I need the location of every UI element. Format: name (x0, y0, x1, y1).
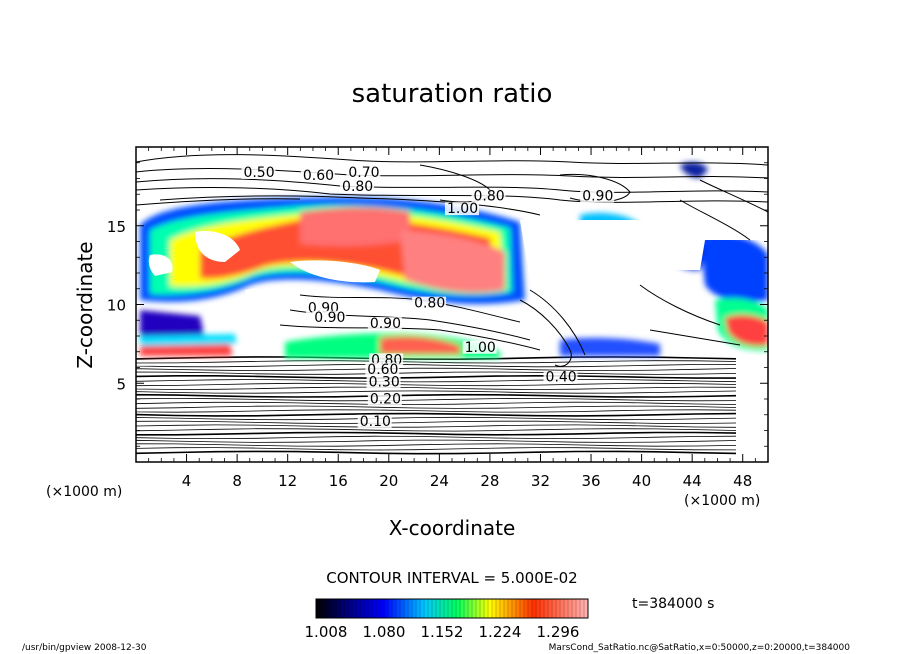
colorbar-tick-label: 1.008 (305, 623, 348, 641)
contour-label: 0.70 (346, 165, 381, 181)
chart-title: saturation ratio (352, 79, 553, 109)
x-tick-label: 24 (430, 472, 449, 490)
contour-label: 0.80 (340, 179, 375, 195)
x-axis-ticks: 4 8 12 16 20 24 28 32 36 40 44 48 (148, 147, 756, 490)
contour-label: 0.90 (312, 310, 347, 326)
y-tick-label: 15 (107, 218, 126, 236)
lower-contour-lines (136, 356, 737, 455)
x-tick-label: 28 (480, 472, 499, 490)
svg-text:0.30: 0.30 (369, 374, 400, 390)
x-tick-label: 36 (581, 472, 600, 490)
contour-interval-label: CONTOUR INTERVAL = 5.000E-02 (326, 569, 577, 587)
svg-text:0.80: 0.80 (342, 179, 373, 195)
contour-label: 0.80 (412, 296, 447, 312)
svg-text:0.60: 0.60 (367, 362, 398, 378)
svg-text:0.40: 0.40 (546, 370, 577, 386)
contour-label: 0.10 (357, 414, 392, 430)
contour-label: 0.40 (543, 370, 578, 386)
contour-labels: 0.50 0.60 0.700.800.801.000.900.900.90 0.90… (241, 165, 615, 430)
svg-text:0.90: 0.90 (582, 189, 613, 205)
x-tick-label: 4 (182, 472, 192, 490)
footer-right: MarsCond_SatRatio.nc@SatRatio,x=0:50000,… (549, 643, 851, 653)
colorbar: 1.008 1.080 1.152 1.224 1.296 (305, 598, 589, 641)
x-tick-label: 8 (232, 472, 242, 490)
contour-label: 0.20 (367, 392, 402, 408)
y-axis-label: Z-coordinate (73, 241, 97, 368)
svg-text:0.70: 0.70 (348, 165, 379, 181)
time-label: t=384000 s (632, 596, 714, 612)
contour-label: 0.60 (365, 362, 400, 378)
y-axis-ticks: 5 10 15 (107, 162, 768, 447)
svg-text:0.80: 0.80 (473, 189, 504, 205)
subsaturated-pockets (148, 220, 768, 320)
svg-text:0.50: 0.50 (243, 165, 274, 181)
svg-text:0.10: 0.10 (360, 414, 391, 430)
x-tick-label: 44 (683, 472, 702, 490)
contour-label: 1.00 (444, 201, 479, 217)
y-tick-label: 10 (107, 297, 126, 315)
x-tick-label: 16 (329, 472, 348, 490)
contour-label: 0.90 (580, 189, 615, 205)
contour-label: 0.60 (300, 168, 335, 184)
plot-area: 0.50 0.60 0.700.800.801.000.900.900.90 0.90… (135, 146, 769, 463)
svg-text:1.00: 1.00 (447, 201, 478, 217)
x-tick-label: 32 (531, 472, 550, 490)
x-tick-label: 12 (278, 472, 297, 490)
svg-text:0.80: 0.80 (414, 296, 445, 312)
x-unit-left: (×1000 m) (46, 484, 122, 500)
svg-text:0.20: 0.20 (370, 392, 401, 408)
x-tick-label: 20 (379, 472, 398, 490)
contour-label: 0.30 (366, 374, 401, 390)
colorbar-tick-label: 1.080 (363, 623, 406, 641)
footer-left: /usr/bin/gpview 2008-12-30 (22, 643, 147, 653)
y-tick-label: 5 (116, 375, 126, 393)
supersaturation-field (140, 162, 768, 358)
x-axis-label: X-coordinate (389, 516, 516, 540)
svg-text:0.90: 0.90 (370, 316, 401, 332)
svg-text:0.90: 0.90 (314, 310, 345, 326)
svg-text:1.00: 1.00 (465, 340, 496, 356)
colorbar-tick-label: 1.152 (421, 623, 464, 641)
svg-text:0.60: 0.60 (303, 168, 334, 184)
contour-label: 1.00 (462, 340, 497, 356)
x-tick-label: 40 (632, 472, 651, 490)
colorbar-tick-label: 1.296 (537, 623, 580, 641)
contour-label: 0.50 (241, 165, 276, 181)
contour-label: 0.90 (367, 316, 402, 332)
x-tick-label: 48 (733, 472, 752, 490)
colorbar-tick-label: 1.224 (479, 623, 522, 641)
contour-label: 0.80 (471, 189, 506, 205)
x-unit-right: (×1000 m) (684, 493, 760, 509)
